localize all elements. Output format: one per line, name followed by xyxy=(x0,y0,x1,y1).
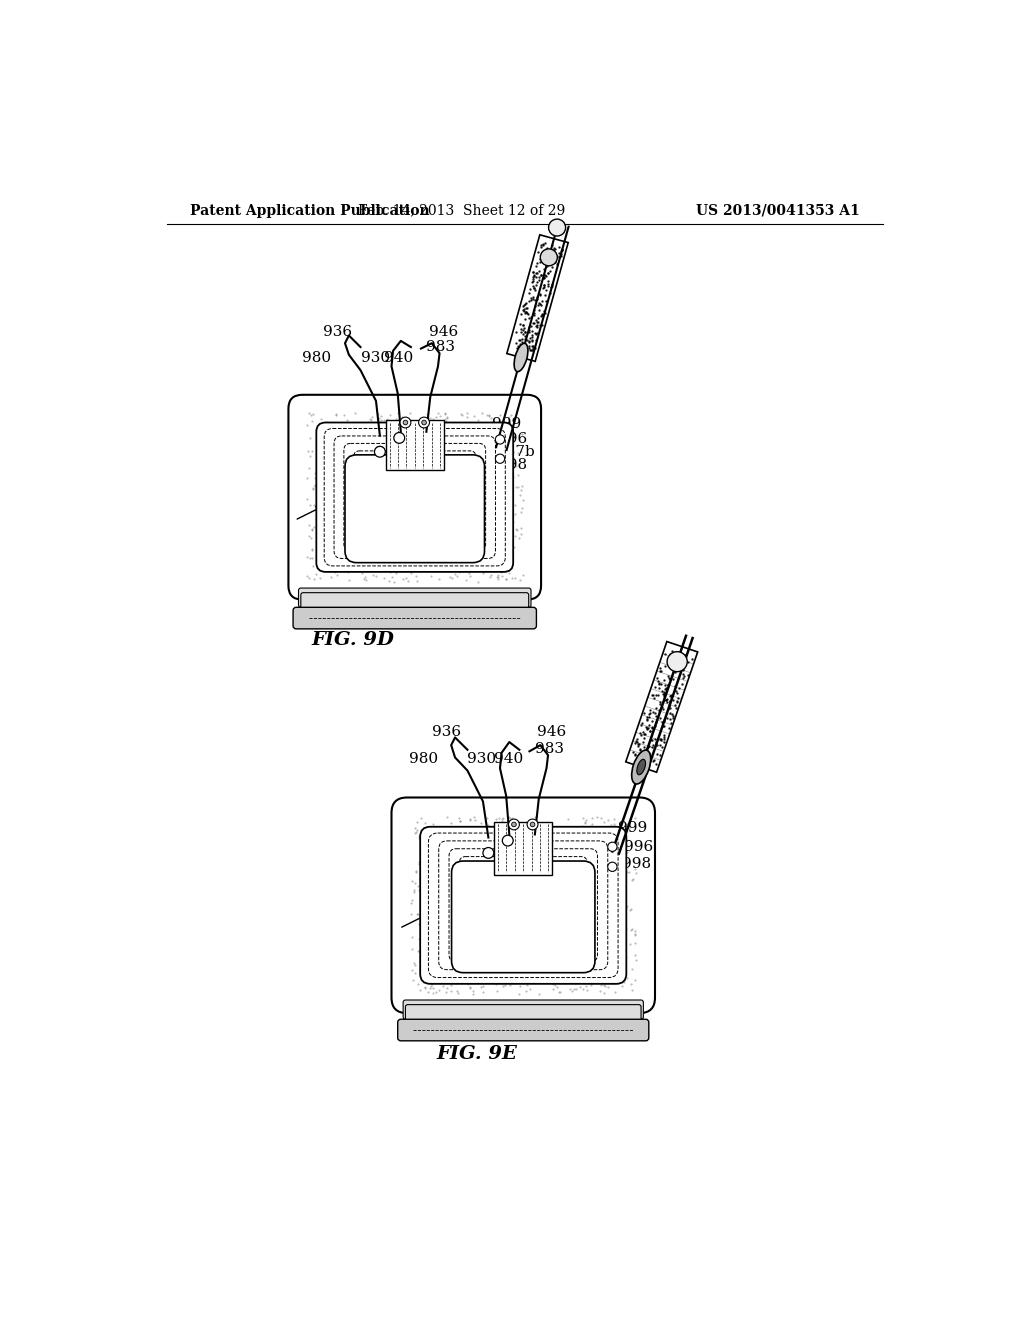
Circle shape xyxy=(419,417,429,428)
Polygon shape xyxy=(507,235,568,362)
Text: US 2013/0041353 A1: US 2013/0041353 A1 xyxy=(696,203,859,218)
FancyBboxPatch shape xyxy=(345,455,484,562)
Text: 999: 999 xyxy=(493,417,521,430)
Circle shape xyxy=(509,818,519,830)
Text: 936: 936 xyxy=(324,325,352,338)
Polygon shape xyxy=(626,642,697,772)
Text: 996: 996 xyxy=(624,841,653,854)
Bar xyxy=(495,822,552,874)
FancyBboxPatch shape xyxy=(452,861,595,973)
Text: 980: 980 xyxy=(302,351,332,366)
Text: 930: 930 xyxy=(467,752,497,766)
Circle shape xyxy=(607,862,617,871)
Text: 946: 946 xyxy=(429,325,458,338)
Circle shape xyxy=(503,836,513,846)
Text: 998: 998 xyxy=(623,858,651,871)
Text: 910: 910 xyxy=(395,521,425,535)
FancyBboxPatch shape xyxy=(293,607,537,628)
Text: 957b: 957b xyxy=(496,445,535,459)
Text: 980: 980 xyxy=(409,752,437,766)
Circle shape xyxy=(394,433,404,444)
Text: 956a: 956a xyxy=(469,935,508,949)
Circle shape xyxy=(496,454,505,463)
Text: 940: 940 xyxy=(494,752,523,766)
Circle shape xyxy=(541,249,557,265)
Circle shape xyxy=(422,420,426,425)
FancyBboxPatch shape xyxy=(316,422,513,572)
Text: 998: 998 xyxy=(499,458,527,471)
Text: 983: 983 xyxy=(535,742,564,756)
Text: 930: 930 xyxy=(360,351,389,366)
Text: Patent Application Publication: Patent Application Publication xyxy=(190,203,430,218)
Circle shape xyxy=(667,652,687,672)
Circle shape xyxy=(483,847,494,858)
FancyBboxPatch shape xyxy=(403,1001,643,1019)
Text: 996: 996 xyxy=(499,433,527,446)
FancyBboxPatch shape xyxy=(406,1005,641,1022)
Text: FIG. 9E: FIG. 9E xyxy=(436,1045,517,1064)
Text: FIG. 9D: FIG. 9D xyxy=(311,631,394,649)
Circle shape xyxy=(400,417,411,428)
FancyBboxPatch shape xyxy=(299,589,531,607)
Text: 946: 946 xyxy=(538,725,566,739)
FancyBboxPatch shape xyxy=(301,593,528,610)
FancyBboxPatch shape xyxy=(420,826,627,983)
Circle shape xyxy=(403,420,408,425)
FancyBboxPatch shape xyxy=(391,797,655,1014)
Ellipse shape xyxy=(549,219,565,236)
Circle shape xyxy=(512,822,516,826)
Circle shape xyxy=(607,842,617,851)
Ellipse shape xyxy=(637,759,645,775)
Ellipse shape xyxy=(632,750,650,784)
FancyBboxPatch shape xyxy=(397,1019,649,1040)
Circle shape xyxy=(375,446,385,455)
Text: 983: 983 xyxy=(426,341,456,354)
Text: Feb. 14, 2013  Sheet 12 of 29: Feb. 14, 2013 Sheet 12 of 29 xyxy=(357,203,565,218)
Ellipse shape xyxy=(514,343,528,372)
Circle shape xyxy=(375,446,385,457)
Text: 999: 999 xyxy=(617,821,647,836)
Circle shape xyxy=(530,822,535,826)
Text: 910: 910 xyxy=(511,935,541,949)
Bar xyxy=(386,420,443,470)
Text: 936: 936 xyxy=(432,725,461,739)
FancyBboxPatch shape xyxy=(289,395,541,599)
Circle shape xyxy=(496,434,505,444)
Text: 940: 940 xyxy=(384,351,413,366)
Circle shape xyxy=(527,818,538,830)
